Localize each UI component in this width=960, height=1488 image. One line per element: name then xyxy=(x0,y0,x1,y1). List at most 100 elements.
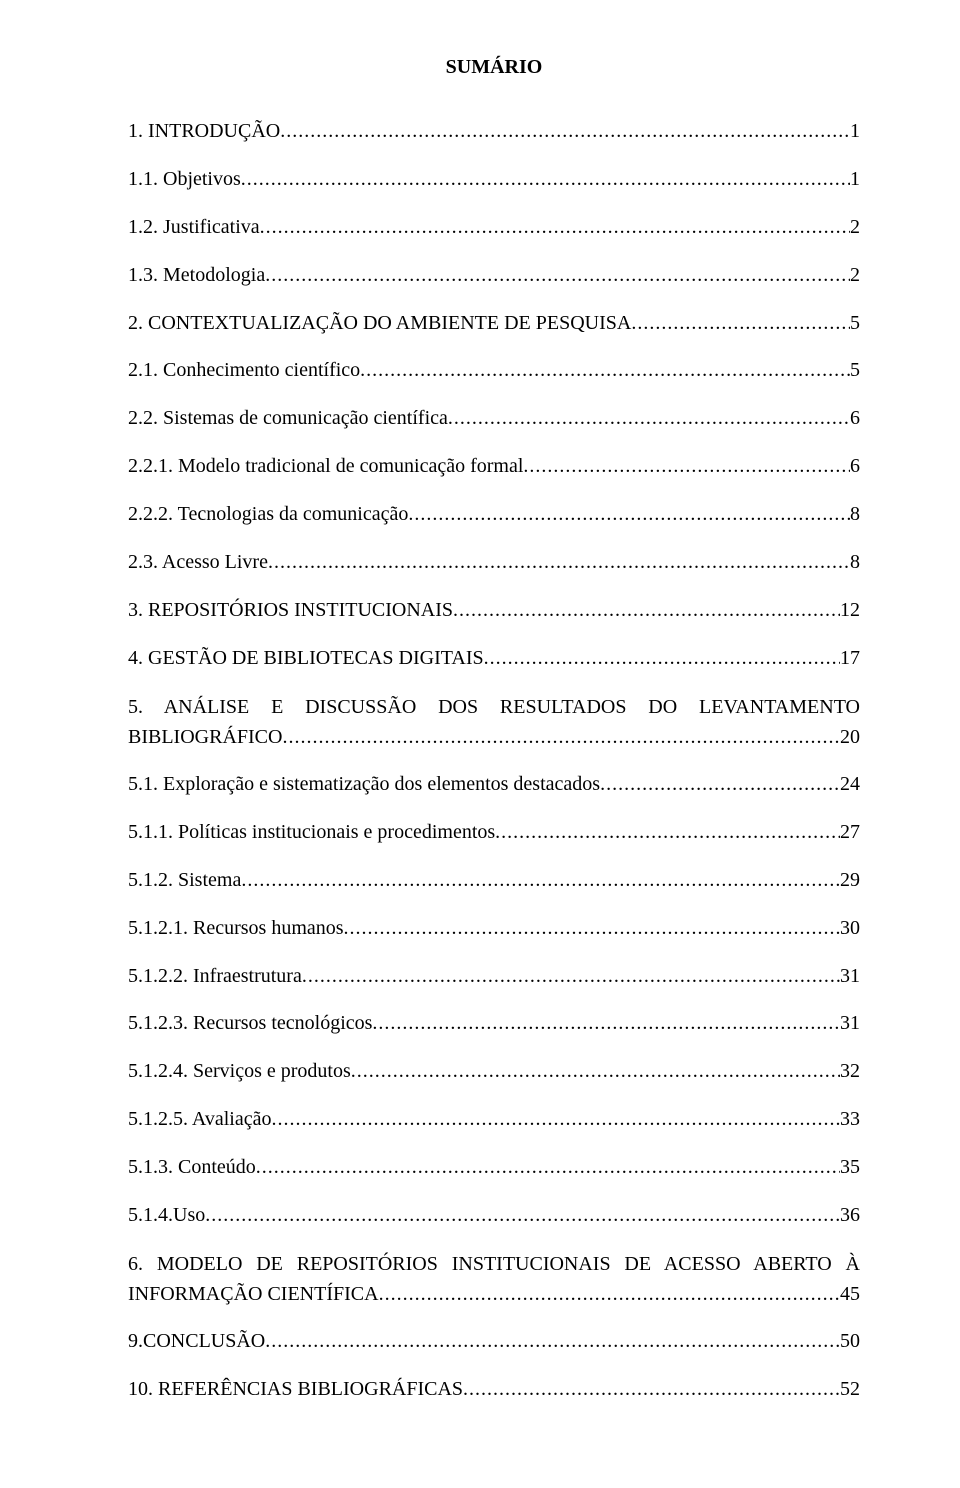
toc-entry: 2.3. Acesso Livre 8 xyxy=(128,548,860,578)
toc-leader-dots xyxy=(631,309,850,339)
toc-entry-label: 5.1.2. Sistema xyxy=(128,866,241,896)
toc-leader-dots xyxy=(463,1375,840,1405)
toc-entry-page: 50 xyxy=(840,1327,860,1357)
toc-entry-page: 24 xyxy=(840,770,860,800)
toc-entry-label: 9.CONCLUSÃO xyxy=(128,1327,265,1357)
toc-list: 1. INTRODUÇÃO 1 1.1. Objetivos 1 1.2. Justif… xyxy=(128,117,860,1405)
toc-leader-dots xyxy=(260,213,850,243)
toc-entry: 5.1.2.2. Infraestrutura 31 xyxy=(128,962,860,992)
toc-leader-dots xyxy=(484,644,840,674)
toc-entry-page: 1 xyxy=(850,117,860,147)
toc-entry: 1.2. Justificativa 2 xyxy=(128,213,860,243)
toc-leader-dots xyxy=(351,1057,840,1087)
toc-entry-page: 6 xyxy=(850,404,860,434)
toc-entry: 2.2.1. Modelo tradicional de comunicação… xyxy=(128,452,860,482)
toc-entry-label: 2.3. Acesso Livre xyxy=(128,548,268,578)
toc-entry: 1. INTRODUÇÃO 1 xyxy=(128,117,860,147)
toc-entry-label: 2.2.1. Modelo tradicional de comunicação… xyxy=(128,452,523,482)
toc-entry-page: 31 xyxy=(840,962,860,992)
toc-entry-label: BIBLIOGRÁFICO xyxy=(128,722,282,752)
toc-entry: 9.CONCLUSÃO 50 xyxy=(128,1327,860,1357)
toc-entry: 5.1.1. Políticas institucionais e proced… xyxy=(128,818,860,848)
toc-entry-page: 5 xyxy=(850,356,860,386)
toc-entry-label: 4. GESTÃO DE BIBLIOTECAS DIGITAIS xyxy=(128,644,484,674)
toc-entry-page: 17 xyxy=(840,644,860,674)
toc-entry: 4. GESTÃO DE BIBLIOTECAS DIGITAIS 17 xyxy=(128,644,860,674)
toc-entry-page: 31 xyxy=(840,1009,860,1039)
toc-title: SUMÁRIO xyxy=(128,56,860,79)
toc-leader-dots xyxy=(280,117,850,147)
toc-leader-dots xyxy=(448,404,850,434)
toc-entry: 2.1. Conhecimento científico 5 xyxy=(128,356,860,386)
toc-entry-page: 6 xyxy=(850,452,860,482)
toc-leader-dots xyxy=(372,1009,840,1039)
toc-leader-dots xyxy=(408,500,850,530)
toc-entry-label: 1. INTRODUÇÃO xyxy=(128,117,280,147)
toc-entry: 2.2. Sistemas de comunicação científica 6 xyxy=(128,404,860,434)
toc-entry-label: 5.1.2.1. Recursos humanos xyxy=(128,914,344,944)
toc-entry-page: 36 xyxy=(840,1201,860,1231)
toc-leader-dots xyxy=(256,1153,840,1183)
toc-leader-dots xyxy=(265,1327,840,1357)
toc-entry: 1.1. Objetivos 1 xyxy=(128,165,860,195)
toc-entry-label: 5. ANÁLISE E DISCUSSÃO DOS RESULTADOS DO… xyxy=(128,692,860,722)
toc-entry-page: 29 xyxy=(840,866,860,896)
toc-entry-label: 1.3. Metodologia xyxy=(128,261,265,291)
toc-entry-page: 27 xyxy=(840,818,860,848)
toc-entry-page: 8 xyxy=(850,548,860,578)
toc-leader-dots xyxy=(344,914,840,944)
toc-entry-page: 5 xyxy=(850,309,860,339)
toc-entry-page: 45 xyxy=(840,1279,860,1309)
toc-leader-dots xyxy=(205,1201,840,1231)
toc-entry-page: 32 xyxy=(840,1057,860,1087)
toc-leader-dots xyxy=(268,548,850,578)
toc-entry-label: 5.1.2.3. Recursos tecnológicos xyxy=(128,1009,372,1039)
toc-leader-dots xyxy=(265,261,850,291)
toc-entry: 1.3. Metodologia 2 xyxy=(128,261,860,291)
toc-entry-label: 6. MODELO DE REPOSITÓRIOS INSTITUCIONAIS… xyxy=(128,1249,860,1279)
toc-entry-page: 1 xyxy=(850,165,860,195)
toc-entry-page: 30 xyxy=(840,914,860,944)
toc-leader-dots xyxy=(271,1105,840,1135)
toc-entry-label: 2.1. Conhecimento científico xyxy=(128,356,360,386)
toc-entry-label: 2.2. Sistemas de comunicação científica xyxy=(128,404,448,434)
toc-leader-dots xyxy=(523,452,850,482)
toc-entry-label: 5.1.2.2. Infraestrutura xyxy=(128,962,302,992)
toc-entry-page: 2 xyxy=(850,261,860,291)
toc-entry-page: 52 xyxy=(840,1375,860,1405)
toc-entry-label: 3. REPOSITÓRIOS INSTITUCIONAIS xyxy=(128,596,453,626)
toc-entry: 5. ANÁLISE E DISCUSSÃO DOS RESULTADOS DO… xyxy=(128,692,860,752)
toc-entry: 5.1.2.1. Recursos humanos 30 xyxy=(128,914,860,944)
toc-leader-dots xyxy=(453,596,840,626)
toc-entry-label: 2.2.2. Tecnologias da comunicação xyxy=(128,500,408,530)
toc-entry: 2.2.2. Tecnologias da comunicação8 xyxy=(128,500,860,530)
toc-entry-page: 2 xyxy=(850,213,860,243)
toc-entry-label: 1.1. Objetivos xyxy=(128,165,241,195)
toc-entry: 5.1.3. Conteúdo 35 xyxy=(128,1153,860,1183)
toc-entry-label: 1.2. Justificativa xyxy=(128,213,260,243)
toc-entry-page: 35 xyxy=(840,1153,860,1183)
toc-entry-page: 20 xyxy=(840,722,860,752)
toc-entry: 5.1.2. Sistema 29 xyxy=(128,866,860,896)
toc-leader-dots xyxy=(302,962,840,992)
toc-entry-label: 5.1.1. Políticas institucionais e proced… xyxy=(128,818,495,848)
toc-entry: 3. REPOSITÓRIOS INSTITUCIONAIS 12 xyxy=(128,596,860,626)
toc-entry-label: 5.1.2.5. Avaliação xyxy=(128,1105,271,1135)
toc-leader-dots xyxy=(360,356,850,386)
toc-leader-dots xyxy=(600,770,840,800)
toc-entry: 5.1.2.5. Avaliação 33 xyxy=(128,1105,860,1135)
toc-entry-page: 33 xyxy=(840,1105,860,1135)
toc-leader-dots xyxy=(282,722,840,752)
toc-entry-label: 5.1.3. Conteúdo xyxy=(128,1153,256,1183)
toc-entry: 5.1.2.4. Serviços e produtos 32 xyxy=(128,1057,860,1087)
toc-entry-label: 5.1.2.4. Serviços e produtos xyxy=(128,1057,351,1087)
toc-entry-label: 5.1.4.Uso xyxy=(128,1201,205,1231)
toc-entry-page: 12 xyxy=(840,596,860,626)
toc-entry: 2. CONTEXTUALIZAÇÃO DO AMBIENTE DE PESQU… xyxy=(128,309,860,339)
toc-entry-label: 2. CONTEXTUALIZAÇÃO DO AMBIENTE DE PESQU… xyxy=(128,309,631,339)
toc-entry: 5.1.4.Uso 36 xyxy=(128,1201,860,1231)
toc-leader-dots xyxy=(241,165,850,195)
toc-leader-dots xyxy=(241,866,840,896)
toc-entry: 10. REFERÊNCIAS BIBLIOGRÁFICAS52 xyxy=(128,1375,860,1405)
toc-entry: 5.1. Exploração e sistematização dos ele… xyxy=(128,770,860,800)
